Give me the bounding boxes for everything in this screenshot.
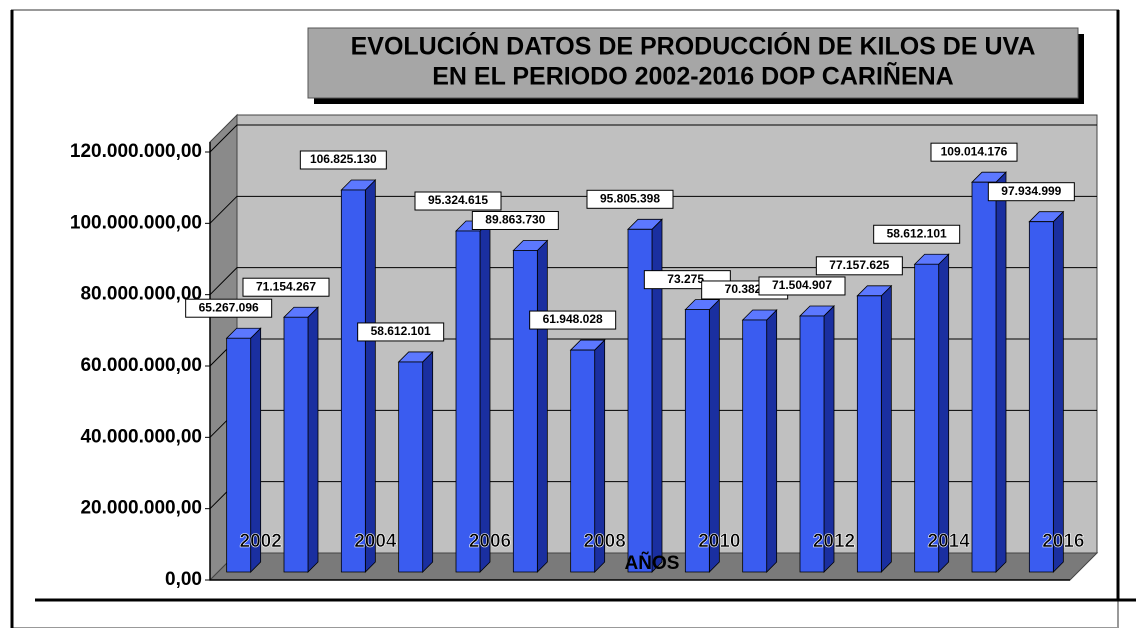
value-label: 97.934.999 xyxy=(1001,184,1061,198)
y-tick-label: 120.000.000,00 xyxy=(70,141,202,162)
value-label-box xyxy=(299,150,387,170)
bar-side xyxy=(536,239,548,573)
bar xyxy=(512,239,549,573)
bar-front xyxy=(1028,221,1054,573)
value-label-box xyxy=(242,277,330,297)
x-tick-label: 2016 xyxy=(1042,531,1084,552)
x-tick-label: 2014 xyxy=(928,531,971,552)
bar-front xyxy=(512,250,538,573)
bar-front xyxy=(570,349,596,573)
bar xyxy=(397,350,434,573)
bar-front xyxy=(340,189,366,573)
bar-side xyxy=(422,350,434,573)
value-label: 73.275. xyxy=(667,272,707,286)
bar-front xyxy=(684,309,710,573)
value-label: 106.825.130 xyxy=(310,152,377,166)
title-box xyxy=(307,27,1079,99)
value-label-box xyxy=(586,189,674,209)
y-tick-label: 60.000.000,00 xyxy=(80,355,202,376)
value-label: 61.948.028 xyxy=(543,312,603,326)
value-label-box xyxy=(185,298,273,318)
bar-side xyxy=(364,179,376,573)
bar xyxy=(1028,210,1065,573)
bar-side xyxy=(1052,210,1064,573)
grid-line xyxy=(209,267,1097,296)
x-tick-label: 2006 xyxy=(469,531,511,552)
value-label-box xyxy=(471,210,559,230)
bar xyxy=(971,171,1007,573)
value-label: 95.805.398 xyxy=(600,191,660,205)
value-label-box xyxy=(529,310,617,330)
y-tick-label: 80.000.000,00 xyxy=(80,284,202,305)
value-label: 58.612.101 xyxy=(371,324,431,338)
bar xyxy=(340,179,377,573)
y-tick-label: 100.000.000,00 xyxy=(70,212,202,233)
bar xyxy=(799,305,835,573)
value-label-box xyxy=(414,191,502,211)
bar-side xyxy=(938,253,950,573)
y-tick-label: 20.000.000,00 xyxy=(80,498,202,519)
bar xyxy=(283,306,319,573)
value-label: 89.863.730 xyxy=(485,213,545,227)
value-label: 95.324.615 xyxy=(428,193,488,207)
bar xyxy=(913,253,950,573)
bar-front xyxy=(914,263,940,573)
x-tick-label: 2012 xyxy=(813,531,855,552)
bar-front xyxy=(856,295,882,573)
value-label-box xyxy=(815,256,903,276)
bar-side xyxy=(307,306,319,573)
bar xyxy=(684,298,721,573)
bar-front xyxy=(742,319,768,573)
grid-line xyxy=(209,124,1097,153)
value-label: 77.157.625 xyxy=(829,258,889,272)
bar xyxy=(569,339,606,573)
bar-front xyxy=(398,361,424,573)
value-label: 58.612.101 xyxy=(887,226,947,240)
value-label-box xyxy=(758,276,846,296)
x-tick-label: 2008 xyxy=(584,531,626,552)
chart-title: EN EL PERIODO 2002-2016 DOP CARIÑENA xyxy=(432,61,953,91)
value-label: 70.382. xyxy=(725,282,765,296)
x-tick-label: 2002 xyxy=(240,531,282,552)
grid-line xyxy=(209,195,1097,224)
bar-front xyxy=(799,315,825,573)
value-label: 71.504.907 xyxy=(772,278,832,292)
bar-front xyxy=(627,228,653,573)
value-label-box xyxy=(930,142,1018,162)
bar-front xyxy=(971,181,997,573)
value-label-box xyxy=(357,322,445,342)
value-label: 65.267.096 xyxy=(199,300,259,314)
bar-front xyxy=(283,316,309,573)
value-label: 71.154.267 xyxy=(256,279,316,293)
x-tick-label: 2010 xyxy=(698,531,740,552)
bar-front xyxy=(226,337,252,573)
bar xyxy=(455,220,491,573)
bar-side xyxy=(880,284,892,573)
value-label-box xyxy=(987,182,1075,202)
bar-front xyxy=(455,230,481,573)
bar xyxy=(627,218,663,573)
bar-side xyxy=(766,309,778,573)
bar xyxy=(741,309,778,573)
value-label: 109.014.176 xyxy=(941,144,1008,158)
bar xyxy=(225,327,262,573)
x-tick-label: 2004 xyxy=(354,531,397,552)
y-tick-label: 40.000.000,00 xyxy=(80,426,202,447)
bar-side xyxy=(995,171,1007,573)
y-tick-label: 0,00 xyxy=(165,569,202,590)
chart-title: EVOLUCIÓN DATOS DE PRODUCCIÓN DE KILOS D… xyxy=(351,31,1036,61)
value-label-box xyxy=(873,224,961,244)
bar xyxy=(856,284,893,573)
x-axis-label: AÑOS xyxy=(625,552,680,574)
bar-side xyxy=(479,220,491,573)
